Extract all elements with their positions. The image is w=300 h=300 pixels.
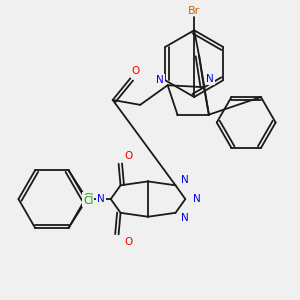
Text: N: N <box>182 176 189 185</box>
Text: N: N <box>182 213 189 223</box>
Text: N: N <box>193 194 201 204</box>
Text: O: O <box>124 237 133 247</box>
Text: O: O <box>131 65 140 76</box>
Text: N: N <box>156 75 164 85</box>
Text: O: O <box>124 151 133 161</box>
Text: N: N <box>206 74 214 84</box>
Text: N: N <box>97 194 105 204</box>
Text: Cl: Cl <box>83 196 93 206</box>
Text: Cl: Cl <box>83 193 93 202</box>
Text: Br: Br <box>188 6 200 16</box>
